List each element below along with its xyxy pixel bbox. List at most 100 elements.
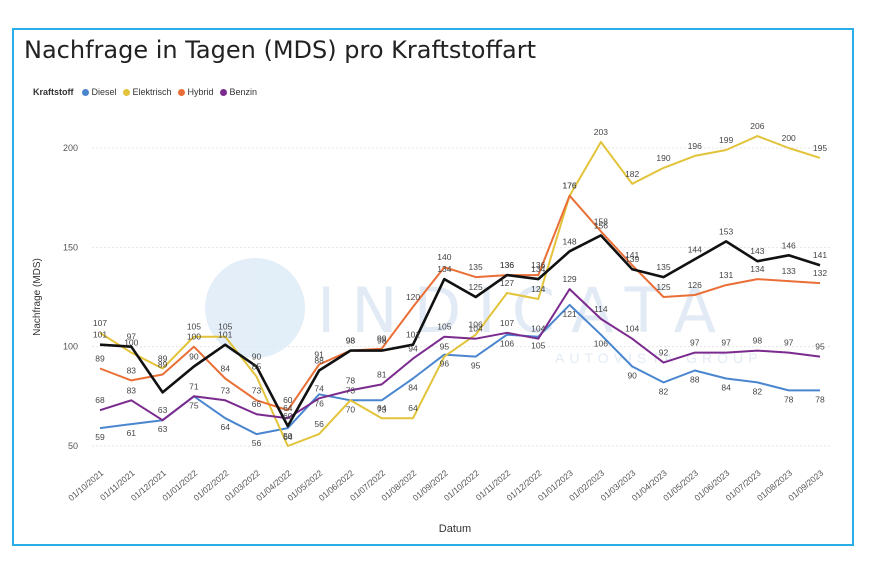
data-label: 133 — [782, 266, 796, 276]
data-label: 81 — [377, 369, 387, 379]
data-label: 196 — [688, 141, 702, 151]
data-label: 90 — [627, 371, 637, 381]
data-label: 84 — [220, 363, 230, 373]
data-label: 64 — [377, 403, 387, 413]
data-label: 107 — [500, 318, 514, 328]
data-label: 114 — [594, 304, 608, 314]
data-label: 195 — [813, 143, 827, 153]
y-axis-title: Nachfrage (MDS) — [32, 258, 43, 336]
data-label: 75 — [189, 400, 199, 410]
data-label: 129 — [562, 274, 576, 284]
data-label: 56 — [314, 419, 324, 429]
data-label: 96 — [440, 359, 450, 369]
data-label: 97 — [784, 338, 794, 348]
data-label: 82 — [753, 386, 763, 396]
data-label: 74 — [314, 383, 324, 393]
data-label: 143 — [750, 246, 764, 256]
y-tick-label: 100 — [63, 342, 78, 352]
data-label: 64 — [220, 422, 230, 432]
data-label: 97 — [721, 338, 731, 348]
data-label: 56 — [252, 438, 262, 448]
data-label: 95 — [440, 342, 450, 352]
data-label: 101 — [93, 330, 107, 340]
x-axis-title: Datum — [439, 523, 471, 535]
data-label: 59 — [95, 432, 105, 442]
data-label: 126 — [688, 280, 702, 290]
data-label: 203 — [594, 127, 608, 137]
data-label: 82 — [659, 386, 669, 396]
data-label: 135 — [469, 262, 483, 272]
data-label: 105 — [437, 322, 451, 332]
data-label: 63 — [158, 424, 168, 434]
data-label: 132 — [813, 268, 827, 278]
data-label: 94 — [408, 344, 418, 354]
data-label: 134 — [531, 264, 545, 274]
data-label: 176 — [562, 181, 576, 191]
data-label: 89 — [95, 354, 105, 364]
data-label: 104 — [625, 324, 639, 334]
data-label: 127 — [500, 278, 514, 288]
data-label: 144 — [688, 244, 702, 254]
data-label: 97 — [690, 338, 700, 348]
y-tick-label: 150 — [63, 242, 78, 252]
data-label: 182 — [625, 169, 639, 179]
data-label: 95 — [815, 342, 825, 352]
data-label: 135 — [656, 262, 670, 272]
data-label: 104 — [531, 324, 545, 334]
data-label: 89 — [158, 359, 168, 369]
data-label: 68 — [95, 395, 105, 405]
data-label: 140 — [437, 252, 451, 262]
data-label: 88 — [690, 375, 700, 385]
data-label: 71 — [189, 381, 199, 391]
data-label: 88 — [314, 356, 324, 366]
data-label: 206 — [750, 121, 764, 131]
data-label: 78 — [346, 375, 356, 385]
data-label: 105 — [531, 341, 545, 351]
data-label: 104 — [469, 324, 483, 334]
data-label: 156 — [594, 220, 608, 230]
data-label: 76 — [314, 398, 324, 408]
data-label: 78 — [784, 394, 794, 404]
y-tick-label: 200 — [63, 143, 78, 153]
data-label: 98 — [346, 336, 356, 346]
y-tick-label: 50 — [68, 441, 78, 451]
data-label: 84 — [408, 382, 418, 392]
data-label: 98 — [377, 336, 387, 346]
series-line-hybrid — [100, 196, 820, 411]
data-label: 70 — [346, 404, 356, 414]
data-label: 199 — [719, 135, 733, 145]
data-label: 190 — [656, 153, 670, 163]
data-label: 141 — [813, 250, 827, 260]
data-label: 83 — [127, 365, 137, 375]
data-label: 125 — [469, 282, 483, 292]
x-tick-label: 01/09/2023 — [786, 468, 825, 503]
data-label: 105 — [187, 322, 201, 332]
data-label: 124 — [531, 284, 545, 294]
data-label: 100 — [187, 332, 201, 342]
data-label: 73 — [252, 385, 262, 395]
data-label: 73 — [220, 385, 230, 395]
data-label: 97 — [127, 332, 137, 342]
data-label: 101 — [406, 330, 420, 340]
data-label: 136 — [500, 260, 514, 270]
data-label: 120 — [406, 292, 420, 302]
data-label: 125 — [656, 282, 670, 292]
data-label: 90 — [189, 352, 199, 362]
data-label: 95 — [471, 361, 481, 371]
data-label: 73 — [346, 385, 356, 395]
data-label: 106 — [594, 339, 608, 349]
data-label: 106 — [500, 339, 514, 349]
data-label: 90 — [252, 352, 262, 362]
data-label: 60 — [283, 411, 293, 421]
series-line-diesel — [100, 305, 820, 434]
data-label: 101 — [218, 330, 232, 340]
data-label: 50 — [283, 431, 293, 441]
series-line-elektrisch — [100, 136, 820, 446]
data-label: 78 — [815, 394, 825, 404]
data-label: 63 — [158, 405, 168, 415]
data-label: 61 — [127, 428, 137, 438]
data-label: 131 — [719, 270, 733, 280]
data-label: 153 — [719, 226, 733, 236]
data-label: 85 — [252, 361, 262, 371]
data-label: 84 — [721, 382, 731, 392]
